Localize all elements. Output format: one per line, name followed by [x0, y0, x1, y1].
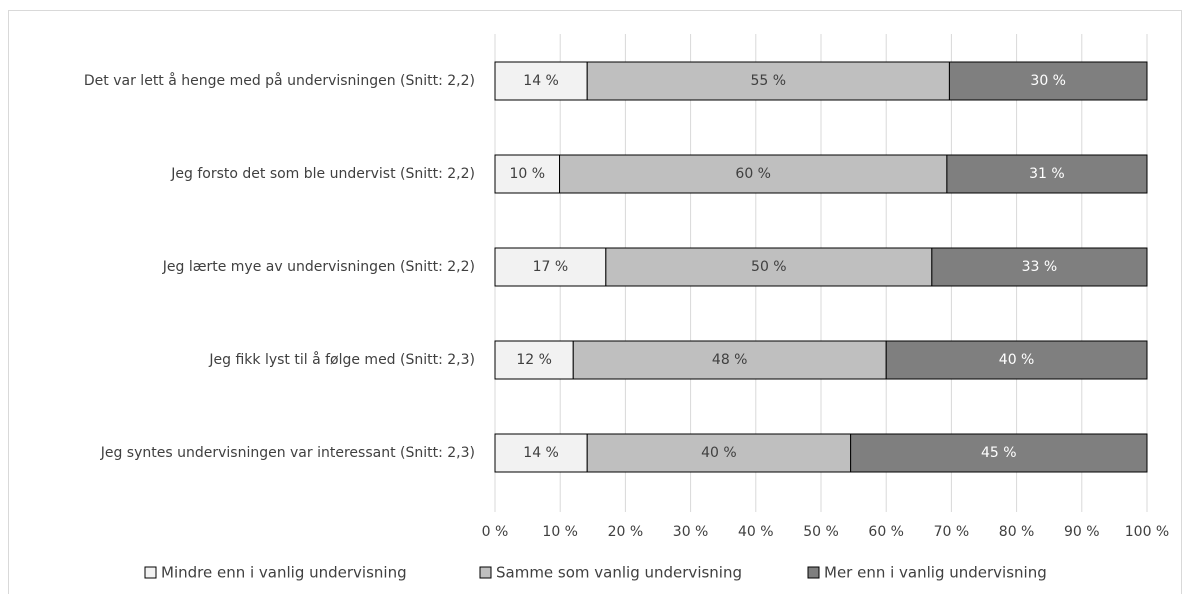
bar-segment [572, 340, 887, 380]
x-axis-tick-labels: 0 % 10 % 20 % 30 % 40 % 50 % 60 % 70 % 80 % 90 % 1… [482, 524, 1170, 540]
legend-swatch [807, 566, 820, 579]
bar-segment [494, 61, 588, 101]
bar-segment [494, 154, 561, 194]
x-tick-label: 90 % [1064, 524, 1100, 540]
legend: Mindre enn i vanlig undervisning Samme so… [144, 564, 1047, 582]
x-tick-label: 0 % [482, 524, 509, 540]
x-tick-label: 100 % [1125, 524, 1169, 540]
category-label: Jeg fikk lyst til å følge med (Snitt: 2,… [208, 351, 475, 368]
bar-segment [586, 433, 852, 473]
data-label: 60 % [735, 166, 771, 182]
data-labels: 14 % 55 % 30 % 10 % 60 % 31 % 17 % 50 % 33 % 12 %… [509, 73, 1066, 461]
bar-segment [586, 61, 950, 101]
data-label: 55 % [751, 73, 787, 89]
bar-segment [559, 154, 948, 194]
bar-segment [948, 61, 1148, 101]
x-tick-label: 80 % [999, 524, 1035, 540]
chart-frame [8, 10, 1182, 594]
data-label: 31 % [1029, 166, 1065, 182]
category-label: Jeg syntes undervisningen var interessan… [100, 445, 475, 461]
data-label: 10 % [509, 166, 545, 182]
data-label: 45 % [981, 445, 1017, 461]
category-label: Jeg forsto det som ble undervist (Snitt:… [170, 166, 475, 182]
x-tick-label: 40 % [738, 524, 774, 540]
x-tick-label: 10 % [542, 524, 578, 540]
bar-segment [946, 154, 1148, 194]
data-label: 48 % [712, 352, 748, 368]
bar-segment [494, 247, 607, 287]
legend-label: Mindre enn i vanlig undervisning [161, 564, 407, 582]
category-label: Jeg lærte mye av undervisningen (Snitt: … [162, 259, 475, 275]
legend-label: Mer enn i vanlig undervisning [824, 564, 1047, 582]
legend-label: Samme som vanlig undervisning [496, 564, 742, 582]
bar-segment [850, 433, 1148, 473]
legend-swatch [479, 566, 492, 579]
bar-segment [494, 340, 574, 380]
data-label: 40 % [999, 352, 1035, 368]
data-label: 14 % [523, 445, 559, 461]
data-label: 50 % [751, 259, 787, 275]
x-tick-label: 30 % [673, 524, 709, 540]
data-label: 30 % [1030, 73, 1066, 89]
data-label: 14 % [523, 73, 559, 89]
bar-segment [494, 433, 588, 473]
x-tick-label: 70 % [934, 524, 970, 540]
data-label: 12 % [516, 352, 552, 368]
x-tick-label: 60 % [868, 524, 904, 540]
bar-segment [931, 247, 1148, 287]
bar-segment [885, 340, 1148, 380]
category-labels: Det var lett å henge med på undervisning… [84, 72, 475, 461]
bars [494, 61, 1148, 473]
data-label: 17 % [533, 259, 569, 275]
category-label: Det var lett å henge med på undervisning… [84, 72, 475, 89]
data-label: 40 % [701, 445, 737, 461]
legend-swatch [144, 566, 157, 579]
x-tick-label: 50 % [803, 524, 839, 540]
data-label: 33 % [1022, 259, 1058, 275]
x-tick-label: 20 % [608, 524, 644, 540]
